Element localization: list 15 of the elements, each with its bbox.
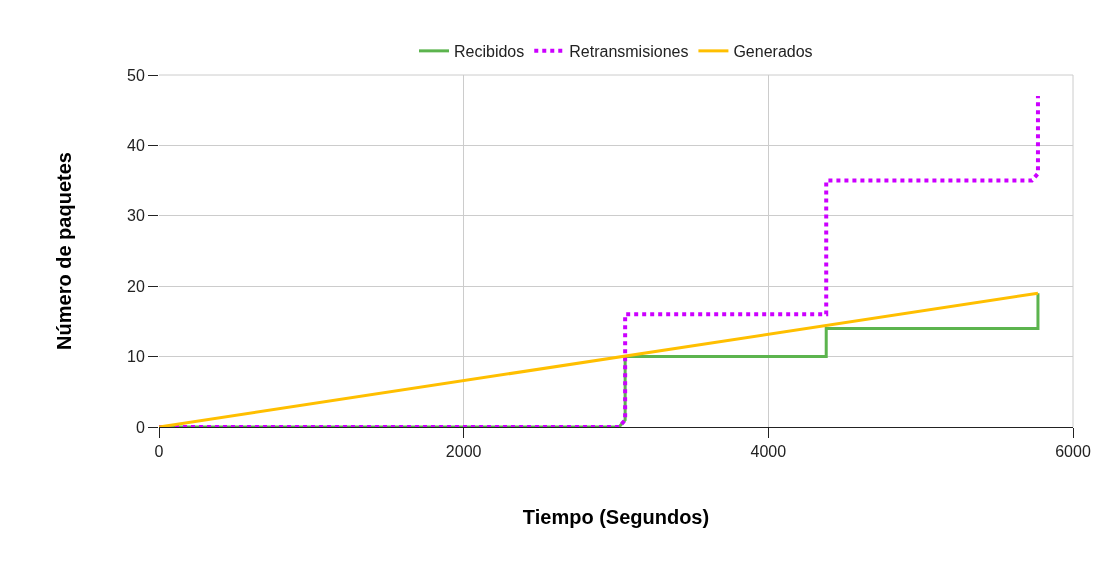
y-tick-label: 20 [127,277,145,295]
y-tick-label: 0 [135,418,145,436]
x-tick-label: 2000 [445,443,482,461]
y-tick-label: 50 [127,66,145,84]
y-tick-label: 10 [127,348,145,366]
x-tick-label: 4000 [750,443,787,461]
legend-label: Retransmisiones [569,43,689,61]
x-axis-title: Tiempo (Segundos) [522,505,710,528]
y-tick-label: 30 [127,207,145,225]
y-axis-title: Número de paquetes [52,152,75,350]
y-tick-label: 40 [127,137,145,154]
x-tick-label: 6000 [1055,443,1091,461]
x-tick-label: 0 [154,443,164,461]
legend-label: Generados [733,43,813,61]
legend-label: Recibidos [454,43,525,61]
